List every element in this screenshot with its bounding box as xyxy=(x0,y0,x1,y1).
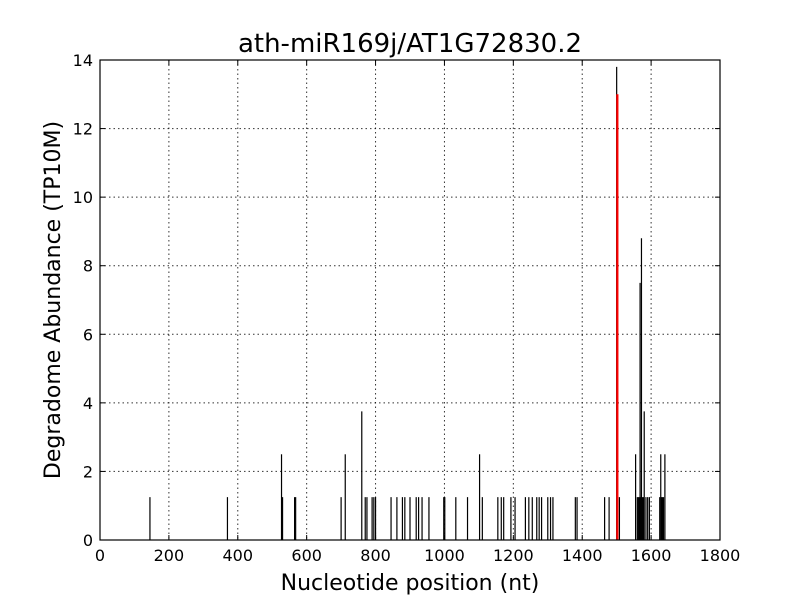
x-tick-label: 1800 xyxy=(700,546,741,565)
y-tick-label: 10 xyxy=(73,188,93,207)
x-axis-label: Nucleotide position (nt) xyxy=(281,571,540,596)
ticks-layer: 0 200 400 600 800 1000 1200 1400 1600 1800 0 2 4 6 8 10… xyxy=(73,51,741,565)
x-tick-label: 1000 xyxy=(424,546,465,565)
x-tick-label: 600 xyxy=(291,546,322,565)
chart-title: ath-miR169j/AT1G72830.2 xyxy=(238,29,582,59)
y-tick-label: 4 xyxy=(83,394,93,413)
x-tick-label: 1600 xyxy=(631,546,672,565)
grid-layer xyxy=(100,60,720,540)
x-tick-label: 1400 xyxy=(562,546,603,565)
plot-frame xyxy=(99,59,721,541)
y-axis-label: Degradome Abundance (TP10M) xyxy=(41,121,66,479)
bars-layer xyxy=(149,66,666,540)
x-tick-label: 200 xyxy=(154,546,185,565)
x-tick-label: 1200 xyxy=(493,546,534,565)
y-tick-label: 2 xyxy=(83,462,93,481)
x-tick-label: 400 xyxy=(223,546,254,565)
x-tick-label: 0 xyxy=(95,546,105,565)
x-tick-label: 800 xyxy=(360,546,391,565)
y-tick-label: 12 xyxy=(73,120,93,139)
y-tick-label: 6 xyxy=(83,325,93,344)
y-tick-label: 0 xyxy=(83,531,93,550)
y-tick-label: 8 xyxy=(83,257,93,276)
y-tick-label: 14 xyxy=(73,51,93,70)
